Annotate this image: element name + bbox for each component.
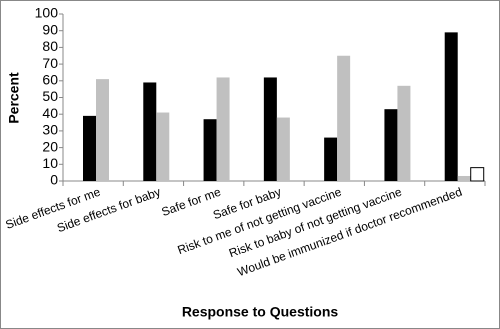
- y-tick-label: 80: [42, 38, 58, 54]
- y-tick-label: 70: [42, 55, 58, 71]
- bar: [156, 112, 170, 181]
- y-tick-label: 50: [42, 88, 58, 104]
- y-tick-label: 60: [42, 72, 58, 88]
- x-axis-title: Response to Questions: [182, 304, 339, 320]
- y-tick-label: 10: [42, 155, 58, 171]
- y-tick-label: 90: [42, 21, 58, 37]
- bar: [337, 55, 351, 181]
- bar: [263, 77, 277, 181]
- y-tick-label: 0: [50, 172, 58, 188]
- bar: [470, 167, 485, 182]
- bar: [216, 77, 230, 181]
- bar: [397, 85, 411, 181]
- bar: [83, 115, 96, 181]
- bar: [324, 137, 338, 181]
- bar: [457, 175, 471, 181]
- y-axis-title: Percent: [6, 72, 22, 124]
- bar: [96, 79, 109, 181]
- bar: [143, 82, 157, 181]
- y-tick-label: 30: [42, 122, 58, 138]
- y-tick-label: 40: [42, 105, 58, 121]
- bar: [444, 32, 458, 182]
- bar: [276, 117, 290, 181]
- y-tick-label: 100: [35, 5, 59, 21]
- bar: [384, 109, 398, 181]
- y-tick-label: 20: [42, 138, 58, 154]
- bar: [203, 119, 217, 181]
